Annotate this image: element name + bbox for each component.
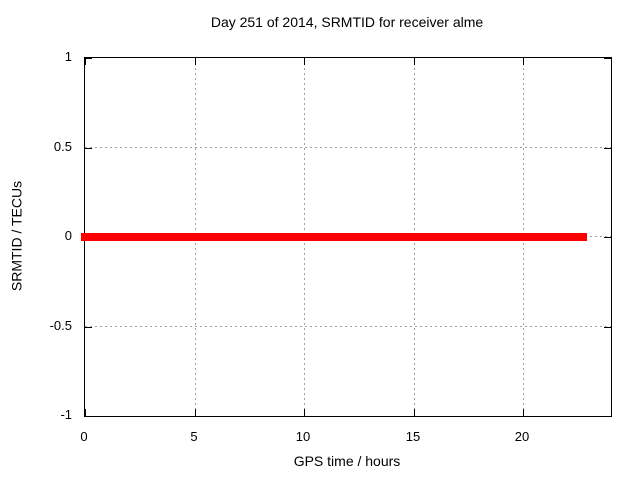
- y-tick-mark-left: [85, 327, 92, 328]
- x-tick-label: 20: [514, 429, 530, 444]
- y-tick-label: -0.5: [49, 318, 72, 333]
- x-tick-mark-bottom: [414, 409, 415, 416]
- x-tick-mark-bottom: [85, 409, 86, 416]
- y-tick-label: 0.5: [53, 139, 72, 154]
- x-tick-label: 5: [190, 429, 198, 444]
- y-tick-mark-right: [604, 237, 611, 238]
- x-tick-mark-top: [304, 58, 305, 65]
- y-tick-mark-left: [85, 58, 92, 59]
- y-tick-mark-right: [604, 416, 611, 417]
- y-tick-mark-left: [85, 148, 92, 149]
- y-tick-mark-right: [604, 327, 611, 328]
- y-tick-mark-right: [604, 58, 611, 59]
- h-gridline: [85, 147, 611, 148]
- x-tick-mark-top: [195, 58, 196, 65]
- x-tick-mark-bottom: [523, 409, 524, 416]
- y-tick-mark-right: [604, 148, 611, 149]
- x-tick-mark-top: [414, 58, 415, 65]
- x-tick-label: 15: [405, 429, 421, 444]
- x-tick-mark-top: [85, 58, 86, 65]
- series-line-srmtid: [81, 233, 587, 241]
- y-tick-label: 1: [64, 49, 72, 64]
- x-tick-label: 10: [295, 429, 311, 444]
- x-tick-mark-bottom: [195, 409, 196, 416]
- h-gridline: [85, 326, 611, 327]
- x-tick-mark-bottom: [304, 409, 305, 416]
- x-axis-label: GPS time / hours: [293, 453, 401, 469]
- y-tick-label: -1: [60, 407, 72, 422]
- y-tick-mark-left: [85, 416, 92, 417]
- plot-area: [81, 57, 612, 417]
- x-tick-mark-top: [523, 58, 524, 65]
- chart-title: Day 251 of 2014, SRMTID for receiver alm…: [210, 14, 484, 30]
- y-tick-label: 0: [64, 228, 72, 243]
- x-tick-label: 0: [80, 429, 88, 444]
